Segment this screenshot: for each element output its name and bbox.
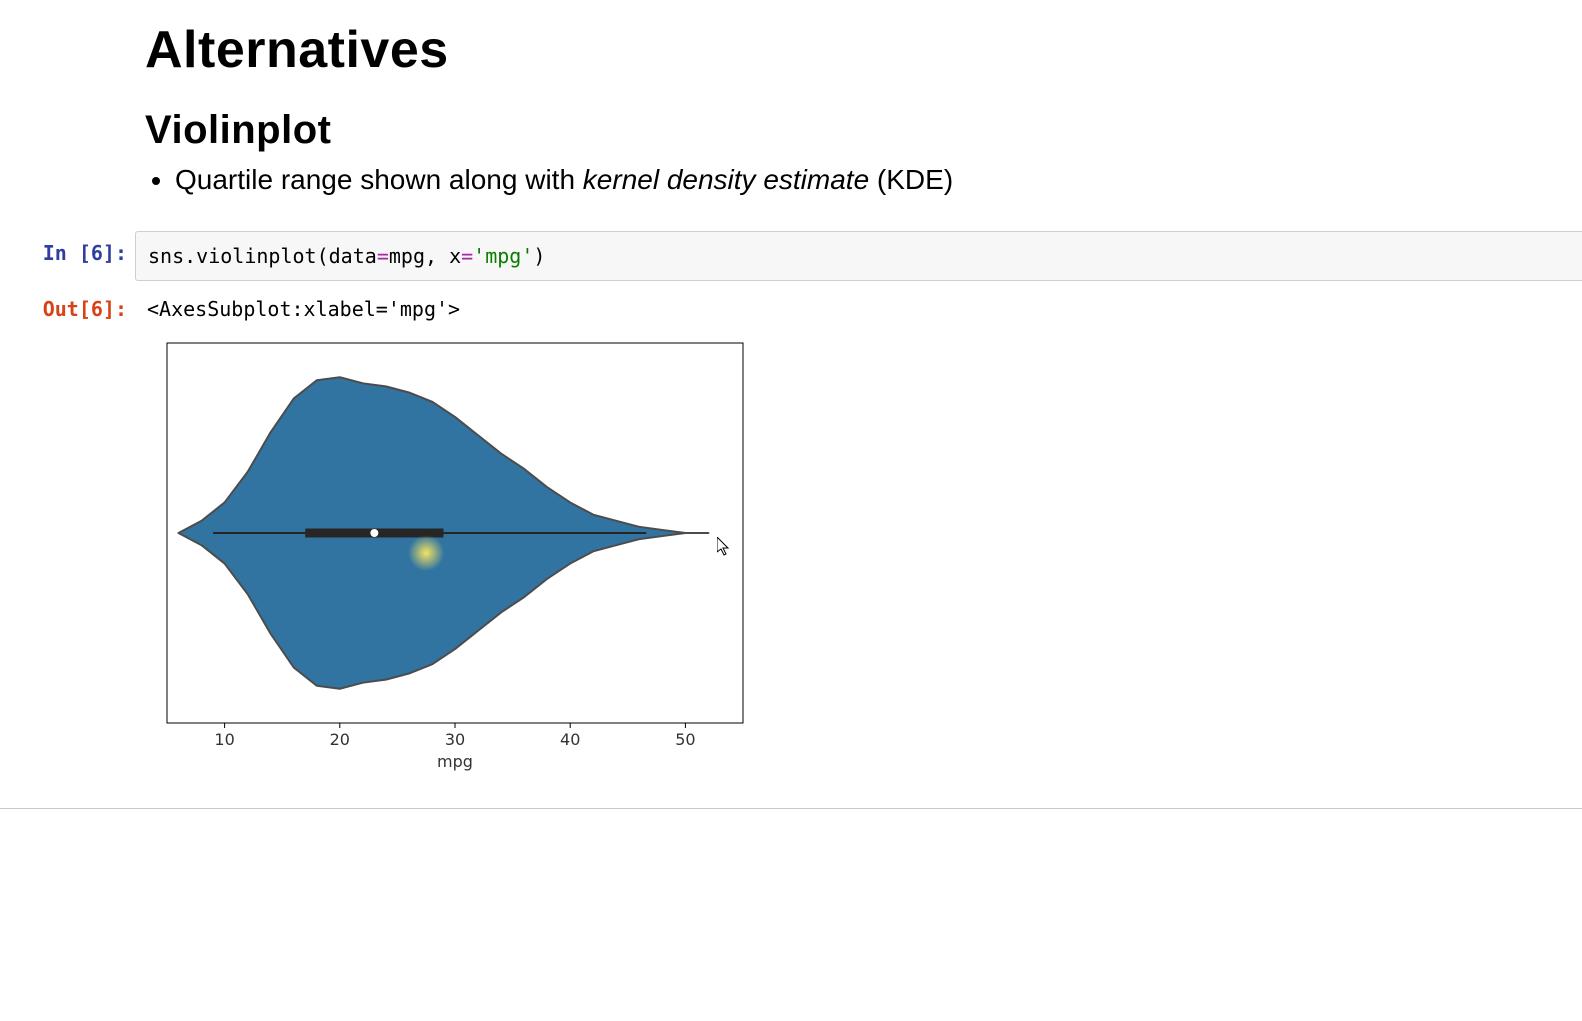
svg-text:30: 30 — [445, 730, 465, 749]
cell-divider — [0, 808, 1582, 809]
code-token: ( — [317, 244, 329, 268]
input-prompt: In [6]: — [0, 231, 135, 265]
code-token: data — [329, 244, 377, 268]
code-token: mpg — [389, 244, 425, 268]
bullet-text-prefix: Quartile range shown along with — [175, 164, 583, 195]
bullet-item: Quartile range shown along with kernel d… — [175, 161, 1542, 199]
code-token: sns — [148, 244, 184, 268]
code-input-area[interactable]: sns.violinplot(data=mpg, x='mpg') — [135, 231, 1582, 281]
output-repr: <AxesSubplot:xlabel='mpg'> — [135, 287, 1582, 327]
bullet-text-em: kernel density estimate — [583, 164, 869, 195]
markdown-cell: Alternatives Violinplot Quartile range s… — [145, 20, 1542, 199]
svg-text:20: 20 — [330, 730, 350, 749]
code-cell: In [6]: sns.violinplot(data=mpg, x='mpg'… — [0, 231, 1582, 281]
output-prompt: Out[6]: — [0, 287, 135, 321]
output-cell: Out[6]: <AxesSubplot:xlabel='mpg'> — [0, 287, 1582, 327]
code-token: ) — [533, 244, 545, 268]
code-token: 'mpg' — [473, 244, 533, 268]
notebook-content: Alternatives Violinplot Quartile range s… — [0, 20, 1582, 809]
svg-text:50: 50 — [675, 730, 695, 749]
output-plot: 10 20 30 40 50 mpg — [145, 333, 1582, 778]
svg-text:10: 10 — [214, 730, 234, 749]
bullet-list: Quartile range shown along with kernel d… — [175, 161, 1542, 199]
code-token: . — [184, 244, 196, 268]
code-token: = — [377, 244, 389, 268]
heading-violinplot: Violinplot — [145, 108, 1542, 153]
code-token: violinplot — [196, 244, 316, 268]
code-token: , — [425, 244, 449, 268]
svg-text:40: 40 — [560, 730, 580, 749]
heading-alternatives: Alternatives — [145, 20, 1542, 80]
code-token: x — [449, 244, 461, 268]
code-token: = — [461, 244, 473, 268]
bullet-text-suffix: (KDE) — [869, 164, 953, 195]
violin-plot-svg: 10 20 30 40 50 mpg — [145, 333, 745, 773]
svg-text:mpg: mpg — [437, 752, 473, 771]
